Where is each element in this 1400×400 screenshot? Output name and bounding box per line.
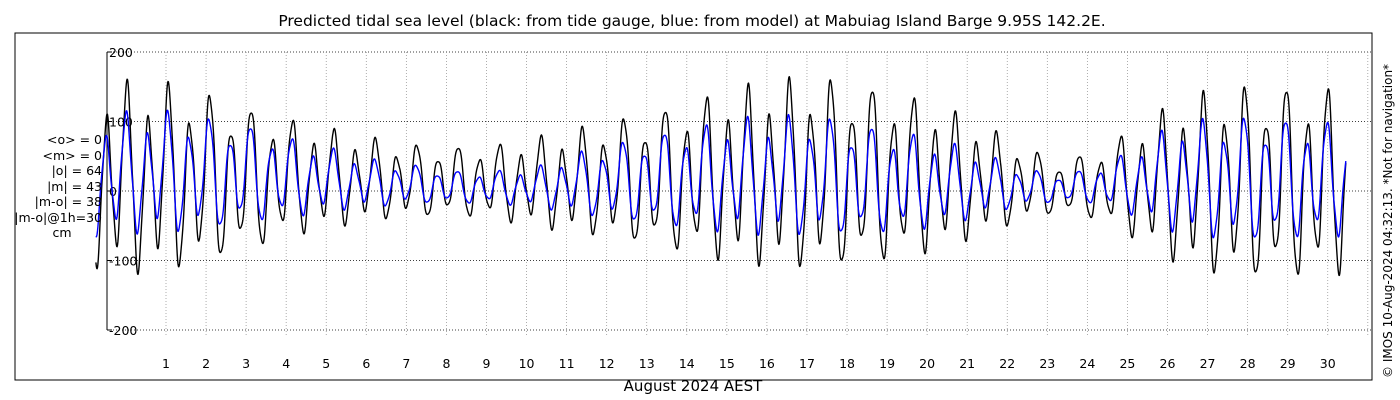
series-line-tide-gauge <box>95 76 1347 277</box>
x-tick-label: 18 <box>839 356 855 371</box>
x-tick-label: 3 <box>242 356 250 371</box>
x-tick-label: 9 <box>483 356 491 371</box>
x-axis-label: August 2024 AEST <box>624 377 763 395</box>
x-tick-label: 8 <box>442 356 450 371</box>
x-tick-label: 7 <box>402 356 410 371</box>
stat-mean-obs: <o> = 0 <box>47 132 102 147</box>
x-tick-label: 6 <box>362 356 370 371</box>
x-tick-label: 28 <box>1240 356 1256 371</box>
x-tick-label: 16 <box>759 356 775 371</box>
stat-unit: cm <box>52 225 72 240</box>
stat-abs-model: |m| = 43 <box>47 178 102 194</box>
x-tick-label: 25 <box>1119 356 1135 371</box>
outer-frame <box>14 32 1373 381</box>
y-tick-label: 100 <box>109 115 133 130</box>
stat-abs-diff-lag: |m-o|@1h=30 <box>14 209 102 225</box>
y-tick-label: 200 <box>109 45 133 60</box>
x-tick-label: 21 <box>959 356 975 371</box>
x-tick-label: 1 <box>162 356 170 371</box>
x-tick-labels: 1 2 3 4 5 6 7 8 9 10 11 12 13 14 15 16 17 18 19 20 21 22 23 24 2… <box>162 356 1336 371</box>
statistics-panel: <o> = 0 <m> = 0 |o| = 64 |m| = 43 |m-o| … <box>4 132 102 241</box>
x-tick-label: 4 <box>282 356 290 371</box>
x-tick-label: 29 <box>1280 356 1296 371</box>
series-line-model <box>95 109 1347 239</box>
x-tick-label: 5 <box>322 356 330 371</box>
x-tick-label: 17 <box>799 356 815 371</box>
x-tick-label: 26 <box>1160 356 1176 371</box>
grid-lines <box>107 51 1371 336</box>
series-group <box>95 76 1347 277</box>
x-tick-label: 12 <box>599 356 615 371</box>
x-tick-label: 22 <box>999 356 1015 371</box>
copyright-note: © IMOS 10-Aug-2024 04:32:13. *Not for na… <box>1381 64 1395 378</box>
x-tick-label: 30 <box>1320 356 1336 371</box>
y-tick-label: 0 <box>109 184 117 199</box>
y-tick-label: -100 <box>109 254 137 269</box>
y-tick-label: -200 <box>109 323 137 338</box>
x-tick-label: 2 <box>202 356 210 371</box>
x-tick-label: 10 <box>519 356 535 371</box>
x-tick-label: 15 <box>719 356 735 371</box>
x-tick-label: 27 <box>1200 356 1216 371</box>
x-tick-label: 20 <box>919 356 935 371</box>
x-tick-label: 14 <box>679 356 695 371</box>
x-tick-label: 11 <box>559 356 575 371</box>
chart-title: Predicted tidal sea level (black: from t… <box>278 12 1105 30</box>
stat-mean-model: <m> = 0 <box>42 147 103 163</box>
x-tick-label: 24 <box>1079 356 1095 371</box>
x-tick-label: 13 <box>639 356 655 371</box>
y-tick-labels: -200 -100 0 100 200 <box>109 45 137 338</box>
x-tick-label: 23 <box>1039 356 1055 371</box>
stat-abs-diff: |m-o| = 38 <box>34 194 102 209</box>
x-tick-label: 19 <box>879 356 895 371</box>
stat-abs-obs: |o| = 64 <box>51 163 102 178</box>
